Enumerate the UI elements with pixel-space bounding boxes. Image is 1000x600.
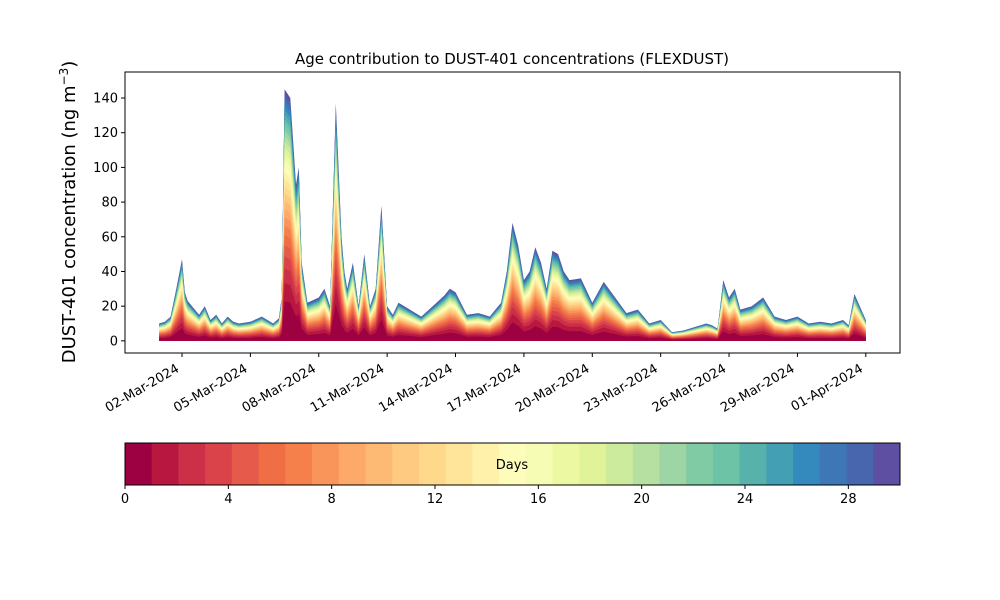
colorbar-frame bbox=[124, 442, 901, 486]
x-tick-label: 05-Mar-2024 bbox=[171, 361, 250, 415]
x-tick-label: 26-Mar-2024 bbox=[650, 361, 729, 415]
colorbar-segment bbox=[418, 443, 447, 485]
colorbar-segment bbox=[472, 443, 500, 485]
colorbar-segment bbox=[365, 443, 393, 485]
colorbar-tick-label: 24 bbox=[737, 492, 754, 507]
colorbar-segment bbox=[739, 443, 767, 485]
x-tick-label: 11-Mar-2024 bbox=[308, 361, 387, 415]
colorbar-tick-label: 20 bbox=[633, 492, 650, 507]
colorbar-segment bbox=[205, 443, 233, 485]
colorbar-segment bbox=[766, 443, 794, 485]
colorbar-segment bbox=[606, 443, 634, 485]
y-tick-label: 20 bbox=[101, 300, 118, 315]
colorbar-segment bbox=[525, 443, 554, 485]
colorbar-segment bbox=[392, 443, 420, 485]
x-tick-label: 29-Mar-2024 bbox=[718, 361, 797, 415]
colorbar-label: Days bbox=[496, 458, 529, 473]
colorbar-segment bbox=[445, 443, 473, 485]
colorbar-tick-label: 4 bbox=[224, 492, 232, 507]
colorbar-segment bbox=[579, 443, 607, 485]
x-tick-label: 23-Mar-2024 bbox=[582, 361, 661, 415]
colorbar-segment bbox=[819, 443, 848, 485]
colorbar-segment bbox=[846, 443, 874, 485]
y-tick-label: 60 bbox=[101, 230, 118, 245]
colorbar-segment bbox=[338, 443, 367, 485]
y-tick-label: 0 bbox=[110, 334, 118, 349]
colorbar-segment bbox=[499, 443, 527, 485]
colorbar-segment bbox=[312, 443, 340, 485]
colorbar-segment bbox=[151, 443, 179, 485]
colorbar-segment bbox=[793, 443, 821, 485]
colorbar-tick-label: 12 bbox=[427, 492, 444, 507]
chart-title: Age contribution to DUST-401 concentrati… bbox=[295, 50, 729, 68]
colorbar-segment bbox=[178, 443, 206, 485]
y-tick-label: 40 bbox=[101, 265, 118, 280]
colorbar-segment bbox=[552, 443, 580, 485]
colorbar-segment bbox=[712, 443, 741, 485]
y-tick-label: 100 bbox=[93, 161, 118, 176]
colorbar-tick-label: 16 bbox=[530, 492, 547, 507]
colorbar-segment bbox=[632, 443, 660, 485]
x-tick-label: 17-Mar-2024 bbox=[445, 361, 524, 415]
y-tick-label: 140 bbox=[93, 92, 118, 107]
x-tick-label: 20-Mar-2024 bbox=[513, 361, 592, 415]
colorbar-tick-label: 0 bbox=[121, 492, 129, 507]
stacked-area-series bbox=[159, 89, 866, 341]
plot-frame bbox=[124, 71, 901, 354]
y-axis: 0 20 40 60 80 100 120 140 bbox=[93, 92, 125, 349]
x-tick-label: 01-Apr-2024 bbox=[789, 361, 866, 414]
age-band-0-area bbox=[159, 301, 866, 341]
x-tick-label: 02-Mar-2024 bbox=[103, 361, 182, 415]
colorbar-segment bbox=[231, 443, 260, 485]
colorbar-tick-label: 8 bbox=[328, 492, 336, 507]
colorbar bbox=[125, 443, 901, 485]
y-tick-label: 120 bbox=[93, 126, 118, 141]
x-tick-label: 14-Mar-2024 bbox=[376, 361, 455, 415]
colorbar-segment bbox=[686, 443, 714, 485]
colorbar-segment bbox=[873, 443, 901, 485]
colorbar-axis: 0 4 8 12 16 20 24 28 bbox=[121, 485, 857, 507]
x-axis: 02-Mar-202405-Mar-202408-Mar-202411-Mar-… bbox=[103, 353, 867, 416]
y-axis-label: DUST-401 concentration (ng m−3) bbox=[57, 61, 80, 364]
x-tick-label: 08-Mar-2024 bbox=[240, 361, 319, 415]
colorbar-segment bbox=[659, 443, 687, 485]
colorbar-segment bbox=[258, 443, 286, 485]
y-tick-label: 80 bbox=[101, 196, 118, 211]
colorbar-segment bbox=[285, 443, 313, 485]
colorbar-tick-label: 28 bbox=[840, 492, 857, 507]
colorbar-segment bbox=[125, 443, 153, 485]
